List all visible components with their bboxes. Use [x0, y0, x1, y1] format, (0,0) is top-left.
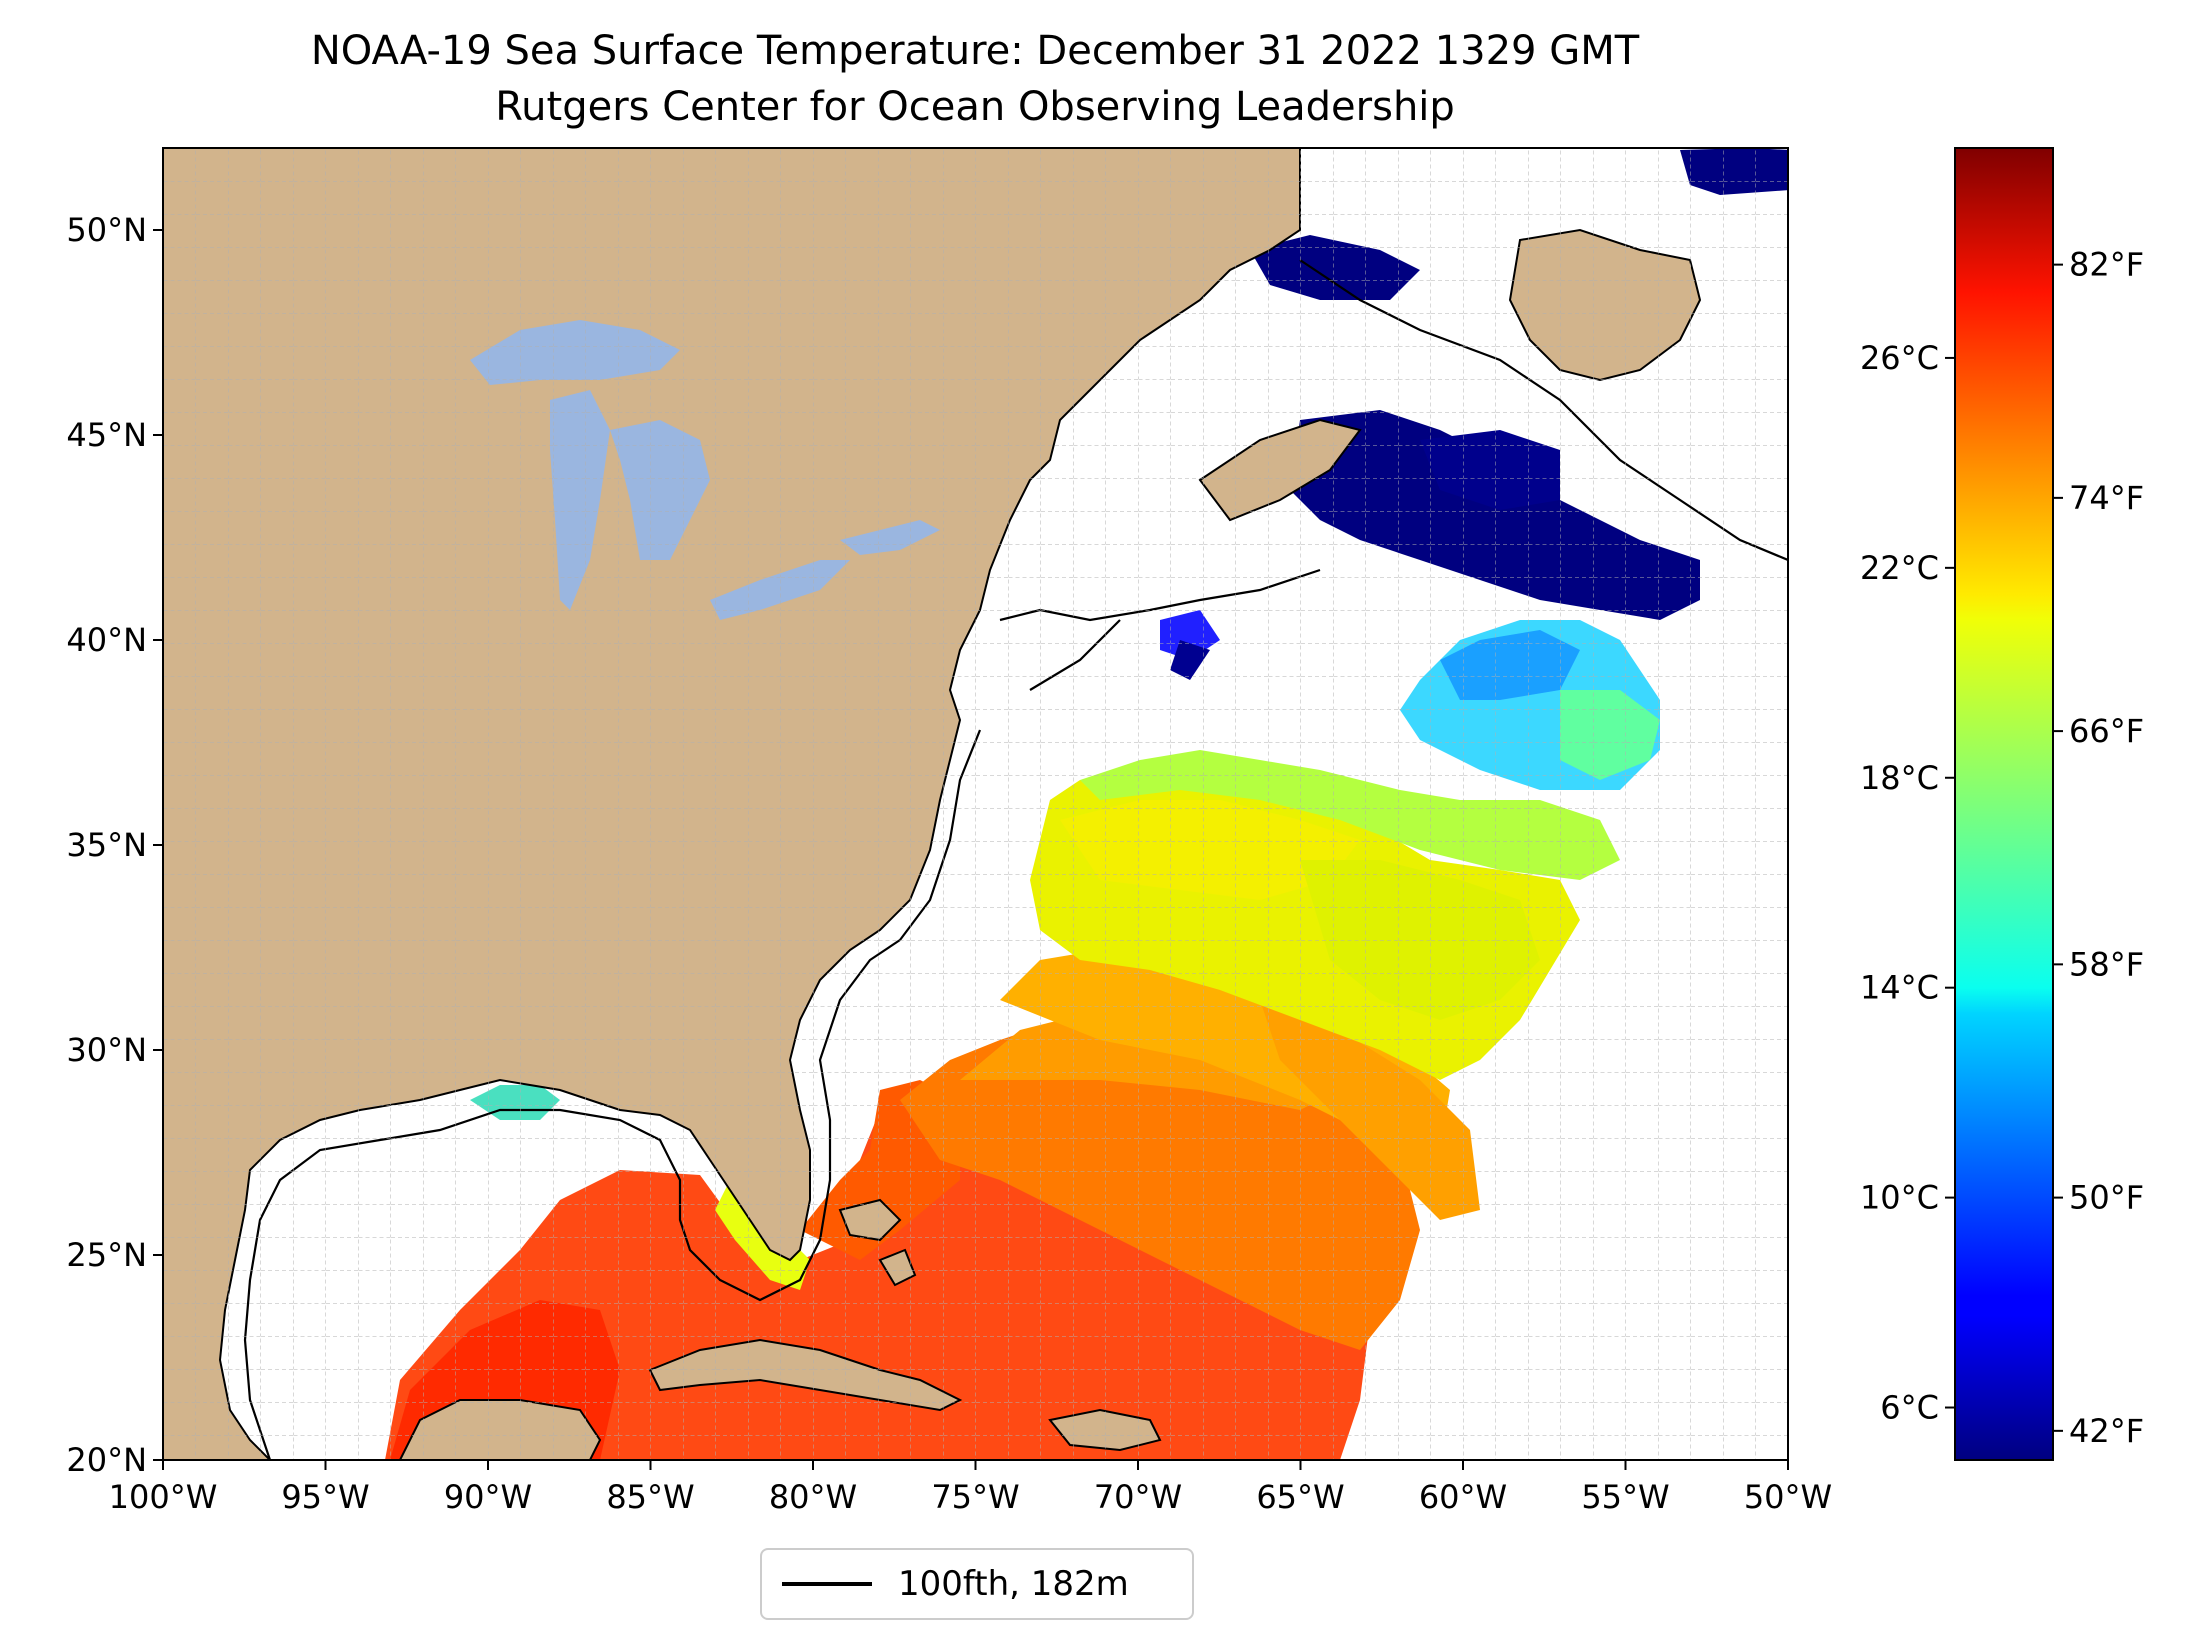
lat-tick-label: 35°N — [66, 826, 147, 864]
lon-tick-label: 70°W — [1094, 1478, 1182, 1516]
lat-tick-label: 20°N — [66, 1441, 147, 1479]
lon-tick-label: 60°W — [1419, 1478, 1507, 1516]
lon-tick-label: 55°W — [1581, 1478, 1669, 1516]
celsius-tick-label: 10°C — [1860, 1179, 1939, 1217]
fahrenheit-tick-label: 74°F — [2069, 479, 2144, 517]
fahrenheit-tick-label: 82°F — [2069, 246, 2144, 284]
celsius-tick-label: 14°C — [1860, 969, 1939, 1007]
lon-tick-label: 65°W — [1256, 1478, 1344, 1516]
lon-tick-label: 100°W — [109, 1478, 218, 1516]
fahrenheit-tick-label: 50°F — [2069, 1179, 2144, 1217]
isobath-legend: 100fth, 182m — [760, 1548, 1194, 1620]
lat-tick-label: 50°N — [66, 211, 147, 249]
map-area[interactable] — [163, 148, 1790, 1460]
latitude-axis: 20°N 25°N 30°N 35°N 40°N 45°N 50°N — [66, 211, 163, 1479]
legend-line-swatch — [782, 1582, 872, 1586]
lon-tick-label: 95°W — [281, 1478, 369, 1516]
celsius-tick-label: 6°C — [1880, 1389, 1939, 1427]
lat-tick-label: 40°N — [66, 621, 147, 659]
map-subtitle: Rutgers Center for Ocean Observing Leade… — [495, 84, 1455, 130]
celsius-tick-label: 22°C — [1860, 549, 1939, 587]
longitude-axis: 100°W 95°W 90°W 85°W 80°W 75°W 70°W 65°W 60°W 55°… — [109, 1460, 1832, 1516]
colorbar-celsius-axis: 6°C 10°C 14°C 18°C 22°C 26°C — [1860, 339, 1955, 1427]
lat-tick-label: 25°N — [66, 1236, 147, 1274]
celsius-tick-label: 26°C — [1860, 339, 1939, 377]
lon-tick-label: 80°W — [769, 1478, 857, 1516]
lon-tick-label: 90°W — [444, 1478, 532, 1516]
lat-tick-label: 45°N — [66, 416, 147, 454]
map-title: NOAA-19 Sea Surface Temperature: Decembe… — [310, 28, 1640, 74]
legend-label: 100fth, 182m — [898, 1564, 1129, 1604]
colorbar — [1954, 147, 2054, 1461]
lat-tick-label: 30°N — [66, 1031, 147, 1069]
fahrenheit-tick-label: 42°F — [2069, 1412, 2144, 1450]
celsius-tick-label: 18°C — [1860, 759, 1939, 797]
fahrenheit-tick-label: 66°F — [2069, 712, 2144, 750]
fahrenheit-tick-label: 58°F — [2069, 945, 2144, 983]
lon-tick-label: 85°W — [606, 1478, 694, 1516]
lon-tick-label: 75°W — [931, 1478, 1019, 1516]
lon-tick-label: 50°W — [1744, 1478, 1832, 1516]
colorbar-fahrenheit-axis: 42°F 50°F 58°F 66°F 74°F 82°F — [2053, 246, 2144, 1450]
lat-lon-grid — [163, 148, 1788, 1460]
